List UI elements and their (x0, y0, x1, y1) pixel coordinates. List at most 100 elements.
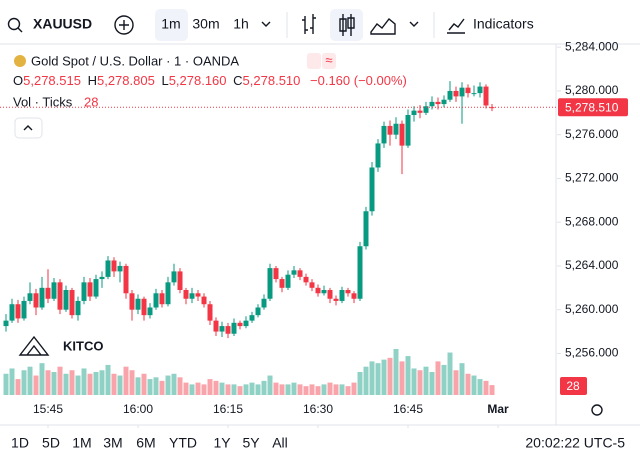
volume-bar (129, 370, 135, 395)
settings[interactable] (591, 404, 603, 416)
volume-bar (165, 375, 171, 395)
volume-bar (183, 382, 189, 395)
c-value: 5,278.510 (243, 73, 301, 88)
clock: 20:02:22 UTC-5 (525, 435, 625, 451)
candle-body (15, 304, 21, 319)
watermark-logo (18, 335, 50, 356)
interval[interactable]: 1h (233, 16, 249, 32)
candle-body (405, 115, 411, 146)
volume-bar (15, 379, 21, 395)
volume-bar (213, 380, 219, 395)
candle-body (201, 296, 207, 305)
volume-bar (417, 370, 423, 395)
range-button[interactable]: 5D (42, 435, 60, 451)
instrument-title: Gold Spot / U.S. Dollar · 1 · OANDA (31, 53, 239, 68)
volume-bar (123, 366, 129, 395)
volume-bar (375, 363, 381, 395)
candle-body (399, 123, 405, 146)
compare-icon[interactable] (322, 53, 336, 69)
volume-bar (45, 370, 51, 395)
volume-bar (279, 384, 285, 395)
search-icon[interactable] (7, 17, 21, 31)
volume-bar (141, 373, 147, 395)
range-button[interactable]: 3M (103, 435, 122, 451)
indicators[interactable]: Indicators (473, 16, 534, 32)
volume-bar (369, 361, 375, 395)
price-label-box (558, 98, 628, 117)
candle-body (465, 87, 471, 94)
volume-bar (273, 382, 279, 395)
volume-bar (51, 372, 57, 395)
range-button[interactable]: 1Y (213, 435, 231, 451)
volume-bar (63, 373, 69, 395)
bars-icon[interactable] (302, 14, 316, 34)
volume-bar (93, 372, 99, 395)
candle-body (333, 298, 339, 301)
symbol[interactable]: XAUUSD (33, 16, 92, 32)
volume-bar (387, 357, 393, 395)
add-symbol[interactable] (114, 15, 134, 35)
candle-body (81, 282, 87, 301)
candle-body (189, 293, 195, 299)
candle-body (339, 290, 345, 301)
candle-body (471, 93, 477, 95)
y-tick-label: 5,280.000 (565, 83, 619, 97)
candle-body (105, 260, 111, 277)
type-menu[interactable] (409, 21, 419, 27)
volume-bar (105, 364, 111, 395)
range-button[interactable]: 1M (72, 435, 91, 451)
volume-bar (303, 386, 309, 395)
volume-bar (381, 359, 387, 395)
x-tick-label: 16:15 (213, 402, 243, 416)
candle-body (327, 290, 333, 299)
candle-body (135, 298, 141, 310)
volume-bar (447, 352, 453, 395)
candle-body (375, 143, 381, 168)
volume-bar (351, 382, 357, 395)
symbol-clip: XAUUSD (33, 16, 92, 32)
interval[interactable]: 1m (161, 16, 180, 32)
y-tick-label: 5,284.000 (565, 39, 619, 53)
candle-body (441, 99, 447, 105)
candle-body (3, 320, 9, 327)
interval-menu[interactable] (261, 21, 271, 27)
candle-body (243, 320, 249, 327)
range-button[interactable]: 6M (136, 435, 155, 451)
volume-bar (267, 375, 273, 395)
candle-body (33, 293, 39, 308)
candle-body (351, 293, 357, 299)
range-button[interactable]: YTD (169, 435, 197, 451)
candle-body (21, 300, 27, 319)
eye-icon[interactable] (307, 53, 321, 69)
area-icon[interactable] (370, 17, 396, 35)
volume-title: Vol · Ticks (13, 94, 73, 109)
h-label: H (88, 73, 97, 88)
range-button[interactable]: 5Y (242, 435, 260, 451)
range-button[interactable]: All (272, 435, 288, 451)
range-button[interactable]: 1D (11, 435, 29, 451)
legend: Gold Spot / U.S. Dollar · 1 · OANDA ≈ O5… (13, 52, 407, 139)
candle-body (435, 101, 441, 105)
candle-body (453, 90, 459, 97)
x-tick-label: 15:45 (33, 402, 63, 416)
candle-body (483, 86, 489, 106)
candle-body (195, 293, 201, 297)
volume-bar (189, 384, 195, 395)
indicators-icon[interactable] (447, 18, 465, 34)
candle-body (267, 268, 273, 299)
volume-bar (249, 382, 255, 395)
collapse-button[interactable] (14, 117, 43, 139)
candle-body (393, 123, 399, 135)
l-label: L (161, 73, 168, 88)
volume-bar (153, 377, 159, 395)
volume-bar (321, 384, 327, 395)
candle-body (255, 307, 261, 316)
candle-body (39, 287, 45, 308)
interval[interactable]: 30m (192, 16, 219, 32)
candles-icon[interactable] (339, 14, 355, 36)
candle-body (369, 167, 375, 212)
candle-body (411, 110, 417, 115)
volume-bar (111, 373, 117, 395)
volume-bar (465, 373, 471, 395)
